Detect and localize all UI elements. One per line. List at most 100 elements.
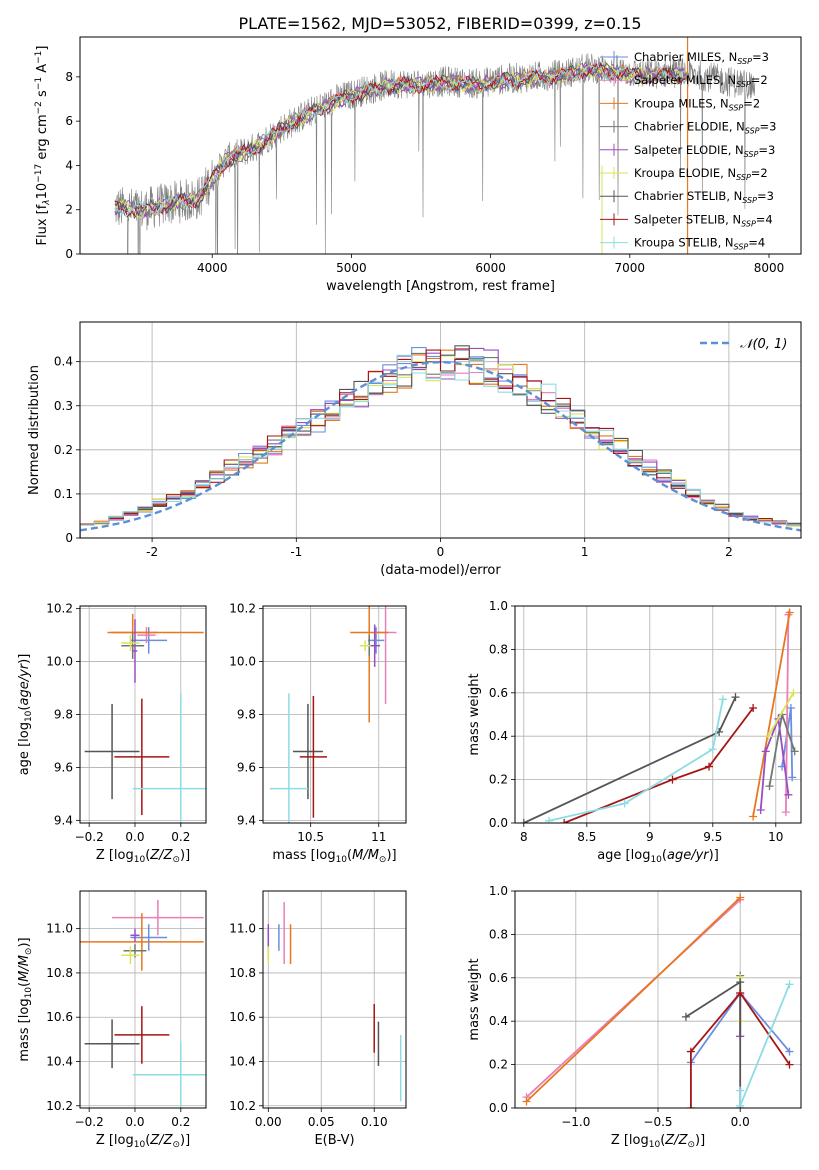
plot-area <box>519 608 799 823</box>
legend-entry: Chabrier MILES, NSSP=3 <box>634 50 769 66</box>
axes-frame <box>79 321 802 539</box>
x-tick-label: 0.2 <box>171 1115 190 1129</box>
weight-marker <box>786 703 795 712</box>
x-tick-label: 1 <box>581 545 589 559</box>
y-tick-label: 10.6 <box>229 1010 256 1024</box>
weight-marker <box>789 688 798 697</box>
errorbar-point <box>114 698 170 816</box>
y-tick-label: 10.0 <box>229 655 256 669</box>
weight-marker <box>545 816 554 823</box>
y-tick-label: 10.0 <box>46 655 73 669</box>
weight-line <box>767 692 795 737</box>
y-tick-label: 4 <box>65 158 73 172</box>
x-tick-label: -2 <box>146 545 158 559</box>
weight-series <box>764 688 798 741</box>
weight-line <box>690 991 791 1108</box>
x-tick-label: 10 <box>768 830 783 844</box>
weight-line <box>525 896 741 1103</box>
panel-mass-vs-Z: −0.2 0.0 0.2 10.2 10.4 10.6 10.8 11.0 Z [log10(Z… <box>17 890 207 1150</box>
errorbar-point <box>121 946 140 965</box>
axes-frame <box>514 890 802 1109</box>
weight-marker <box>784 790 793 799</box>
weight-marker <box>705 762 714 771</box>
axes-frame <box>514 605 802 824</box>
weight-marker <box>731 693 740 702</box>
plot-area <box>80 345 801 538</box>
errorbar-point <box>130 928 140 942</box>
legend-entry: Salpeter MILES, NSSP=2 <box>634 73 768 89</box>
weight-marker <box>764 732 773 741</box>
legend-entry: Chabrier STELIB, NSSP=3 <box>634 189 774 205</box>
x-tick-label: 0.00 <box>255 1115 282 1129</box>
errorbar-point <box>292 703 323 800</box>
y-tick-label: 0.2 <box>54 443 73 457</box>
x-tick-label: 4000 <box>197 261 228 275</box>
weight-series <box>749 608 794 821</box>
axes-frame <box>79 890 207 1109</box>
x-tick-label: 8.5 <box>577 830 596 844</box>
y-tick-label: 10.2 <box>229 602 256 616</box>
x-tick-label: 11 <box>371 830 386 844</box>
y-tick-label: 9.8 <box>54 708 73 722</box>
x-axis-label: wavelength [Angstrom, rest frame] <box>326 279 555 294</box>
y-tick-label: 10.2 <box>229 1099 256 1113</box>
x-axis-label: mass [log10(M/M⊙)] <box>272 848 396 865</box>
y-tick-label: 0.0 <box>489 816 508 830</box>
model-spectrum <box>114 63 686 218</box>
weight-marker <box>785 608 794 617</box>
panel-residuals: -2 -1 0 1 2 0 0.1 0.2 0.3 0.4 (data-model)/error No… <box>27 321 802 578</box>
axes-frame <box>79 605 207 824</box>
legend-entry: 𝒩(0, 1) <box>740 337 787 352</box>
errorbar-point <box>299 695 328 818</box>
x-tick-label: 2 <box>725 545 733 559</box>
errorbar-point <box>80 913 204 971</box>
weight-marker <box>736 988 745 997</box>
weight-marker <box>756 805 765 814</box>
y-tick-label: 1.0 <box>489 884 508 898</box>
weight-marker <box>686 1104 695 1108</box>
axes-frame <box>79 36 802 255</box>
x-tick-label: 5000 <box>336 261 367 275</box>
y-tick-label: 0.4 <box>489 729 508 743</box>
weight-series <box>522 893 745 1106</box>
weight-marker <box>522 1097 531 1106</box>
errorbar-point <box>369 624 381 667</box>
y-tick-label: 0.4 <box>489 1014 508 1028</box>
x-tick-label: 0.10 <box>361 1115 388 1129</box>
normal-curve <box>80 360 801 532</box>
weight-marker <box>736 1101 745 1108</box>
y-tick-label: 0.6 <box>489 686 508 700</box>
x-tick-label: −0.2 <box>75 1115 104 1129</box>
errorbar-point <box>132 619 138 683</box>
y-tick-label: 9.8 <box>237 708 256 722</box>
weight-marker <box>708 745 717 754</box>
plot-area <box>269 606 397 823</box>
y-axis-label: mass weight <box>467 958 482 1040</box>
weight-marker <box>560 819 569 823</box>
y-tick-label: 9.6 <box>54 760 73 774</box>
weight-series <box>545 695 727 823</box>
y-axis-label: mass weight <box>467 673 482 755</box>
y-tick-label: 9.4 <box>54 813 73 827</box>
y-tick-label: 6 <box>65 114 73 128</box>
weight-marker <box>788 773 797 782</box>
weight-series <box>560 703 758 823</box>
errorbar-point <box>367 627 385 654</box>
x-tick-label: 6000 <box>475 261 506 275</box>
weight-series <box>765 710 799 791</box>
y-axis-label: Normed distribution <box>27 365 42 495</box>
weight-marker <box>781 808 790 817</box>
y-tick-label: 0 <box>65 531 73 545</box>
legend-entry: Kroupa MILES, NSSP=2 <box>634 96 760 112</box>
weight-marker <box>686 1047 695 1056</box>
histogram-step <box>80 354 801 538</box>
y-tick-label: 0.6 <box>489 971 508 985</box>
legend-entry: Salpeter ELODIE, NSSP=3 <box>634 143 775 159</box>
weight-marker <box>718 695 727 704</box>
weight-marker <box>736 893 745 902</box>
weight-series <box>736 980 794 1108</box>
y-tick-label: 10.2 <box>46 602 73 616</box>
weight-marker <box>785 1047 794 1056</box>
errorbar-point <box>350 606 389 723</box>
x-tick-label: −0.2 <box>75 830 104 844</box>
